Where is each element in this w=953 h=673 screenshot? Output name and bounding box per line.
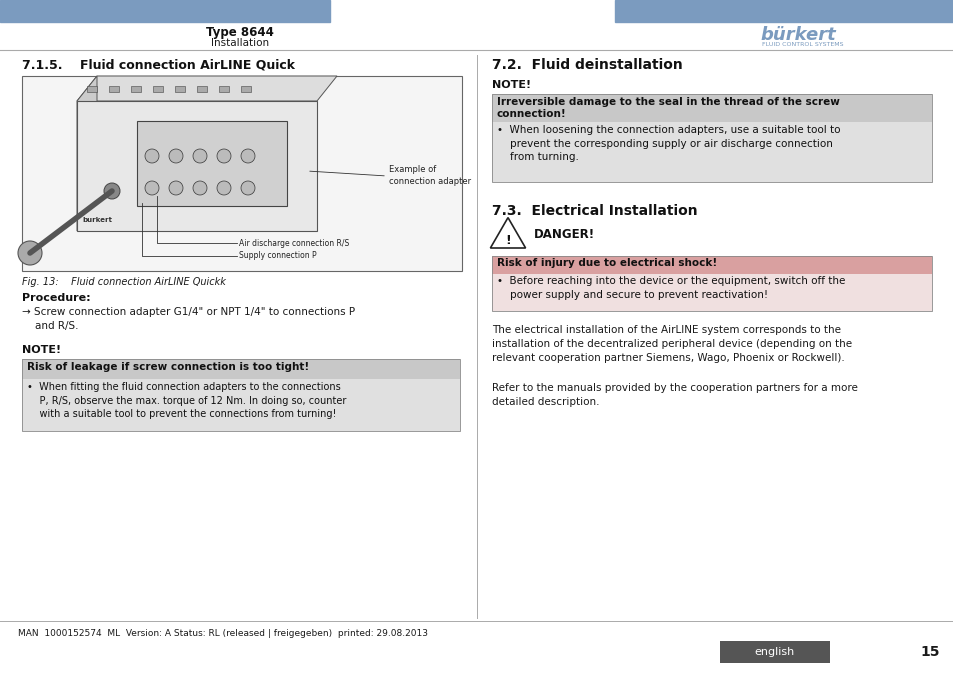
Bar xyxy=(131,86,141,92)
Bar xyxy=(22,359,459,431)
Text: english: english xyxy=(754,647,794,657)
Text: 7.1.5.    Fluid connection AirLINE Quick: 7.1.5. Fluid connection AirLINE Quick xyxy=(22,58,294,71)
Text: burkert: burkert xyxy=(82,217,112,223)
Circle shape xyxy=(145,149,159,163)
Bar xyxy=(492,274,931,311)
Text: Fig. 13:    Fluid connection AirLINE Quickk: Fig. 13: Fluid connection AirLINE Quickk xyxy=(22,277,226,287)
Bar xyxy=(109,86,119,92)
Bar xyxy=(241,86,251,92)
Text: The electrical installation of the AirLINE system corresponds to the
installatio: The electrical installation of the AirLI… xyxy=(492,325,851,363)
Polygon shape xyxy=(490,217,525,248)
Bar xyxy=(137,121,287,206)
Circle shape xyxy=(18,241,42,265)
Text: Example of: Example of xyxy=(389,165,436,174)
Text: •  When loosening the connection adapters, use a suitable tool to
    prevent th: • When loosening the connection adapters… xyxy=(497,125,840,162)
Text: Installation: Installation xyxy=(211,38,269,48)
Bar xyxy=(492,256,931,311)
Text: NOTE!: NOTE! xyxy=(492,80,531,90)
Bar xyxy=(492,122,931,182)
Circle shape xyxy=(193,149,207,163)
Text: !: ! xyxy=(504,234,511,246)
Bar xyxy=(174,86,185,92)
Circle shape xyxy=(241,149,254,163)
Bar xyxy=(22,76,461,271)
Text: Supply connection P: Supply connection P xyxy=(239,252,316,260)
Bar xyxy=(219,86,229,92)
Circle shape xyxy=(104,183,120,199)
Text: Refer to the manuals provided by the cooperation partners for a more
detailed de: Refer to the manuals provided by the coo… xyxy=(492,383,857,407)
Text: Irreversible damage to the seal in the thread of the screw
connection!: Irreversible damage to the seal in the t… xyxy=(497,97,839,119)
Text: FLUID CONTROL SYSTEMS: FLUID CONTROL SYSTEMS xyxy=(761,42,842,47)
Text: Type 8644: Type 8644 xyxy=(206,26,274,39)
Text: 7.2.  Fluid deinstallation: 7.2. Fluid deinstallation xyxy=(492,58,682,72)
Text: connection adapter: connection adapter xyxy=(389,177,471,186)
Text: •  Before reaching into the device or the equipment, switch off the
    power su: • Before reaching into the device or the… xyxy=(497,276,844,299)
Circle shape xyxy=(169,149,183,163)
Polygon shape xyxy=(77,76,336,101)
Text: Risk of injury due to electrical shock!: Risk of injury due to electrical shock! xyxy=(497,258,717,268)
Text: NOTE!: NOTE! xyxy=(22,345,61,355)
Bar xyxy=(492,256,931,274)
Bar xyxy=(615,0,953,22)
Bar xyxy=(0,0,330,22)
Circle shape xyxy=(216,149,231,163)
Circle shape xyxy=(169,181,183,195)
Text: 7.3.  Electrical Installation: 7.3. Electrical Installation xyxy=(492,204,697,218)
Polygon shape xyxy=(77,76,97,231)
Text: •  When fitting the fluid connection adapters to the connections
    P, R/S, obs: • When fitting the fluid connection adap… xyxy=(27,382,346,419)
Text: DANGER!: DANGER! xyxy=(534,228,595,241)
Text: bürkert: bürkert xyxy=(760,26,835,44)
Bar xyxy=(720,641,829,663)
Bar xyxy=(77,101,316,231)
Circle shape xyxy=(216,181,231,195)
Text: Risk of leakage if screw connection is too tight!: Risk of leakage if screw connection is t… xyxy=(27,362,309,372)
Text: Air discharge connection R/S: Air discharge connection R/S xyxy=(239,238,349,248)
Bar xyxy=(22,379,459,431)
Circle shape xyxy=(241,181,254,195)
Text: Procedure:: Procedure: xyxy=(22,293,91,303)
Bar xyxy=(152,86,163,92)
Bar xyxy=(22,359,459,379)
Text: MAN  1000152574  ML  Version: A Status: RL (released | freigegeben)  printed: 29: MAN 1000152574 ML Version: A Status: RL … xyxy=(18,629,428,638)
Circle shape xyxy=(145,181,159,195)
Bar xyxy=(492,94,931,182)
Text: 15: 15 xyxy=(920,645,939,659)
Bar xyxy=(492,94,931,122)
Circle shape xyxy=(193,181,207,195)
Text: → Screw connection adapter G1/4" or NPT 1/4" to connections P
    and R/S.: → Screw connection adapter G1/4" or NPT … xyxy=(22,307,355,331)
Bar xyxy=(196,86,207,92)
Bar xyxy=(87,86,97,92)
